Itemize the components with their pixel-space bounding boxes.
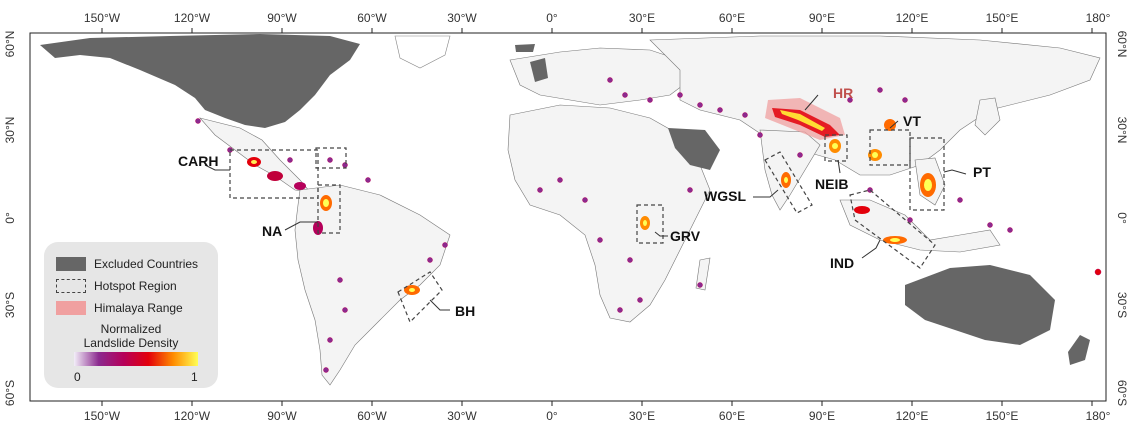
- top-lon-label: 90°E: [809, 11, 835, 25]
- left-lat-label: 0°: [3, 212, 17, 224]
- region-label-grv: GRV: [670, 228, 701, 244]
- legend-density-title-2: Landslide Density: [83, 336, 179, 350]
- top-lon-label: 150°E: [986, 11, 1019, 25]
- top-longitude-labels: 150°W 120°W 90°W 60°W 30°W 0° 30°E 60°E …: [84, 11, 1111, 25]
- top-lon-label: 30°W: [447, 11, 477, 25]
- region-label-pt: PT: [973, 164, 991, 180]
- top-lon-label: 0°: [546, 11, 558, 25]
- bottom-lon-label: 0°: [546, 409, 558, 423]
- label-leaders: [204, 94, 967, 311]
- left-lat-label: 60°S: [3, 380, 17, 406]
- north-america-excluded: [40, 34, 360, 128]
- graticule-ticks: [101, 28, 1093, 406]
- top-lon-label: 150°W: [84, 11, 121, 25]
- arabia-excluded: [668, 128, 720, 170]
- density-layer: [247, 108, 936, 295]
- hotspot-neib: [824, 134, 848, 162]
- legend-row-himalaya: Himalaya Range: [56, 300, 183, 316]
- hotspot-regions: [229, 129, 945, 324]
- left-lat-label: 30°S: [3, 292, 17, 318]
- region-label-vt: VT: [903, 113, 921, 129]
- region-label-neib: NEIB: [815, 176, 848, 192]
- south-america: [294, 184, 451, 386]
- japan: [974, 97, 1001, 136]
- india: [759, 129, 821, 211]
- hotspot-bh: [397, 271, 443, 324]
- region-label-ind: IND: [830, 255, 854, 271]
- madagascar: [695, 257, 711, 291]
- top-lon-label: 60°E: [719, 11, 745, 25]
- region-label-carh: CARH: [178, 153, 218, 169]
- new-zealand-excluded: [1068, 335, 1090, 365]
- hotspot-swatch: [56, 279, 86, 293]
- left-lat-label: 60°N: [3, 31, 17, 58]
- legend-row-excluded: Excluded Countries: [56, 256, 198, 272]
- bottom-lon-label: 30°E: [629, 409, 655, 423]
- bottom-lon-label: 150°W: [84, 409, 121, 423]
- bottom-lon-label: 90°E: [809, 409, 835, 423]
- density-colorbar: [74, 352, 198, 366]
- legend-density-title-1: Normalized: [100, 322, 162, 336]
- bottom-lon-label: 30°W: [447, 409, 477, 423]
- top-lon-label: 90°W: [267, 11, 297, 25]
- top-lon-label: 120°E: [896, 11, 929, 25]
- iceland-excluded: [515, 44, 535, 52]
- hotspot-carh: [229, 149, 319, 199]
- land-layer: [40, 34, 1101, 386]
- hotspot-wgsl: [764, 151, 813, 214]
- bottom-lon-label: 60°W: [357, 409, 387, 423]
- bottom-lon-label: 120°E: [896, 409, 929, 423]
- legend-label-himalaya: Himalaya Range: [94, 301, 183, 315]
- top-lon-label: 180°: [1086, 11, 1111, 25]
- right-lat-label: 30°S: [1115, 292, 1129, 318]
- right-lat-label: 0°: [1115, 212, 1129, 224]
- hotspot-na: [317, 184, 341, 234]
- top-lon-label: 120°W: [174, 11, 211, 25]
- top-lon-label: 60°W: [357, 11, 387, 25]
- right-lat-label: 60°S: [1115, 380, 1129, 406]
- top-lon-label: 30°E: [629, 11, 655, 25]
- region-label-hr: HR: [833, 85, 853, 101]
- bottom-longitude-labels: 150°W 120°W 90°W 60°W 30°W 0° 30°E 60°E …: [84, 409, 1111, 423]
- region-label-bh: BH: [455, 303, 475, 319]
- hotspot-pt: [909, 137, 945, 211]
- hotspot-carh-caribbean: [315, 147, 347, 169]
- legend-row-hotspot: Hotspot Region: [56, 278, 177, 294]
- region-label-na: NA: [262, 223, 282, 239]
- bottom-lon-label: 120°W: [174, 409, 211, 423]
- europe: [509, 47, 691, 106]
- map-legend: Excluded Countries Hotspot Region Himala…: [44, 242, 218, 388]
- greenland: [394, 35, 451, 69]
- africa: [507, 104, 711, 323]
- region-label-wgsl: WGSL: [704, 188, 746, 204]
- asia: [649, 35, 1101, 176]
- right-lat-label: 30°N: [1115, 117, 1129, 144]
- colorbar-min-label: 0: [74, 370, 81, 384]
- hotspot-vt: [869, 129, 911, 166]
- legend-label-excluded: Excluded Countries: [94, 257, 199, 271]
- colorbar-max-label: 1: [191, 370, 198, 384]
- bottom-lon-label: 60°E: [719, 409, 745, 423]
- uk-excluded: [530, 58, 548, 82]
- australia-excluded: [905, 265, 1055, 345]
- hotspot-grv: [636, 204, 664, 244]
- himalaya-swatch: [56, 301, 86, 315]
- legend-label-hotspot: Hotspot Region: [94, 279, 177, 293]
- hotspot-ind: [849, 189, 936, 269]
- left-lat-label: 30°N: [3, 117, 17, 144]
- excluded-swatch: [56, 257, 86, 271]
- bottom-lon-label: 180°: [1086, 409, 1111, 423]
- right-lat-label: 60°N: [1115, 31, 1129, 58]
- bottom-lon-label: 90°W: [267, 409, 297, 423]
- bottom-lon-label: 150°E: [986, 409, 1019, 423]
